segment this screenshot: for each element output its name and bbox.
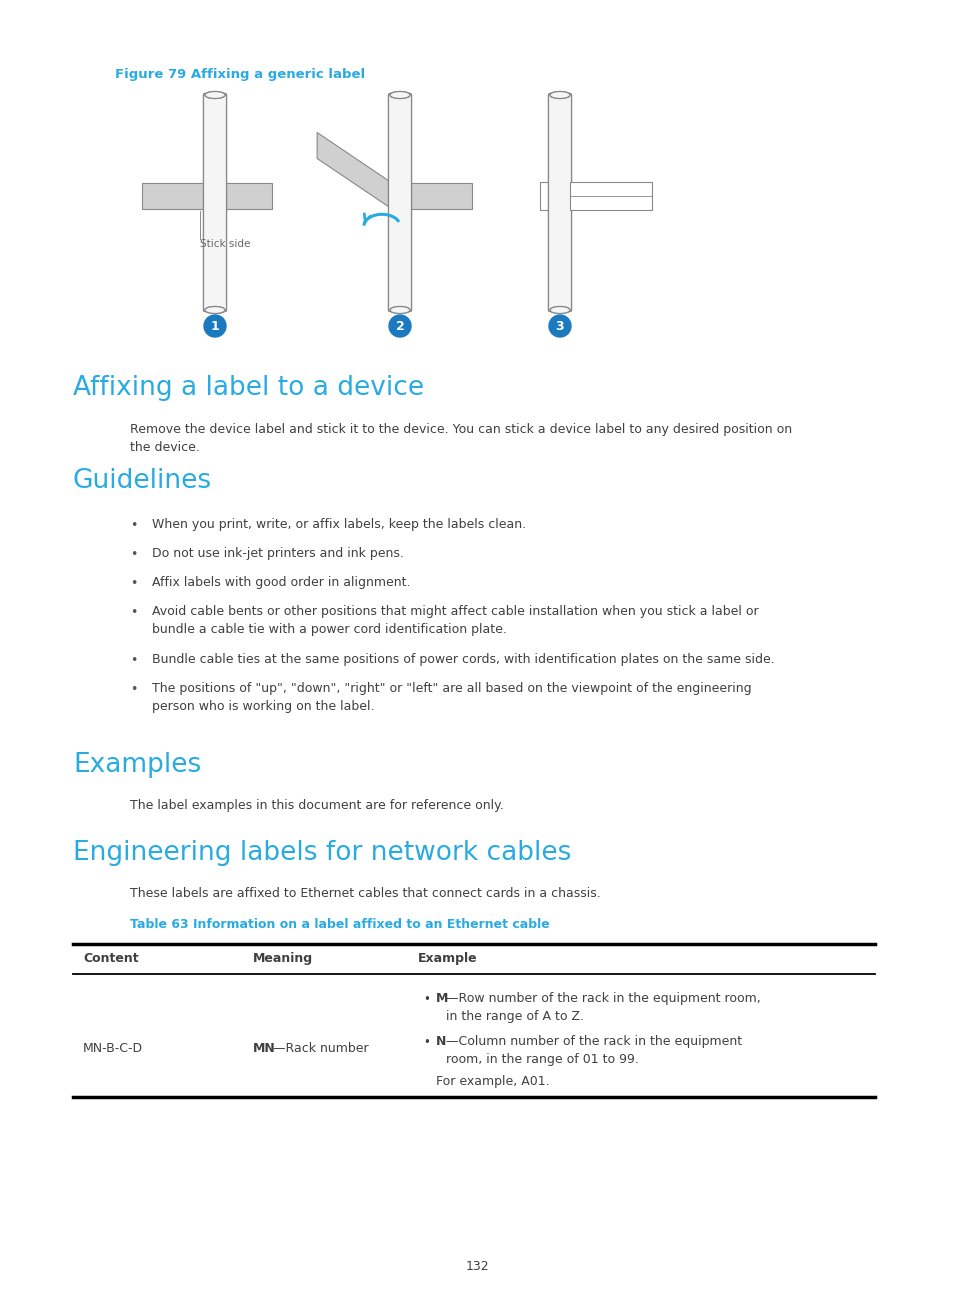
Text: •: • bbox=[130, 577, 137, 590]
Circle shape bbox=[548, 315, 571, 337]
Text: —Row number of the rack in the equipment room,
in the range of A to Z.: —Row number of the rack in the equipment… bbox=[446, 991, 760, 1023]
Text: Bundle cable ties at the same positions of power cords, with identification plat: Bundle cable ties at the same positions … bbox=[152, 653, 774, 666]
Text: Table 63 Information on a label affixed to an Ethernet cable: Table 63 Information on a label affixed … bbox=[130, 918, 549, 931]
Text: 1: 1 bbox=[211, 320, 219, 333]
Circle shape bbox=[204, 315, 226, 337]
Text: •: • bbox=[422, 993, 430, 1006]
Text: Content: Content bbox=[83, 953, 138, 966]
Text: N: N bbox=[436, 1036, 446, 1048]
Ellipse shape bbox=[550, 92, 569, 98]
FancyBboxPatch shape bbox=[203, 93, 226, 311]
FancyBboxPatch shape bbox=[539, 181, 550, 210]
Text: Example: Example bbox=[417, 953, 477, 966]
Ellipse shape bbox=[390, 92, 410, 98]
Ellipse shape bbox=[205, 92, 225, 98]
Text: M: M bbox=[436, 991, 448, 1004]
Text: •: • bbox=[130, 548, 137, 561]
FancyBboxPatch shape bbox=[388, 93, 411, 311]
Text: TO:: TO: bbox=[573, 187, 587, 194]
Text: •: • bbox=[130, 607, 137, 619]
Text: Meaning: Meaning bbox=[253, 953, 313, 966]
Ellipse shape bbox=[390, 306, 410, 314]
Text: •: • bbox=[130, 683, 137, 696]
FancyBboxPatch shape bbox=[388, 93, 411, 311]
Text: Affixing a label to a device: Affixing a label to a device bbox=[73, 375, 424, 400]
Text: Do not use ink-jet printers and ink pens.: Do not use ink-jet printers and ink pens… bbox=[152, 547, 403, 560]
FancyBboxPatch shape bbox=[203, 93, 226, 311]
Ellipse shape bbox=[550, 306, 569, 314]
Circle shape bbox=[389, 315, 411, 337]
Text: The label examples in this document are for reference only.: The label examples in this document are … bbox=[130, 800, 503, 813]
Text: Examples: Examples bbox=[73, 752, 201, 778]
Ellipse shape bbox=[205, 92, 225, 98]
FancyBboxPatch shape bbox=[142, 183, 272, 209]
Text: Figure 79 Affixing a generic label: Figure 79 Affixing a generic label bbox=[115, 67, 365, 80]
Text: B02-03-12-  -: B02-03-12- - bbox=[573, 197, 627, 206]
Text: These labels are affixed to Ethernet cables that connect cards in a chassis.: These labels are affixed to Ethernet cab… bbox=[130, 886, 600, 899]
Text: 3: 3 bbox=[555, 320, 564, 333]
Text: MN: MN bbox=[253, 1042, 275, 1055]
Text: 132: 132 bbox=[465, 1260, 488, 1273]
Ellipse shape bbox=[390, 306, 410, 314]
Text: •: • bbox=[422, 1036, 430, 1048]
Ellipse shape bbox=[550, 306, 569, 314]
FancyBboxPatch shape bbox=[548, 93, 571, 311]
Text: Avoid cable bents or other positions that might affect cable installation when y: Avoid cable bents or other positions tha… bbox=[152, 605, 758, 636]
Text: The positions of "up", "down", "right" or "left" are all based on the viewpoint : The positions of "up", "down", "right" o… bbox=[152, 682, 751, 713]
Text: MN-B-C-D: MN-B-C-D bbox=[83, 1042, 143, 1055]
FancyBboxPatch shape bbox=[569, 181, 651, 210]
Ellipse shape bbox=[205, 306, 225, 314]
Ellipse shape bbox=[390, 92, 410, 98]
FancyBboxPatch shape bbox=[548, 93, 571, 311]
Text: Stick side: Stick side bbox=[200, 238, 250, 249]
Text: —Column number of the rack in the equipment
room, in the range of 01 to 99.: —Column number of the rack in the equipm… bbox=[446, 1036, 741, 1067]
Text: •: • bbox=[130, 518, 137, 531]
FancyBboxPatch shape bbox=[392, 183, 472, 209]
Ellipse shape bbox=[550, 92, 569, 98]
Text: Guidelines: Guidelines bbox=[73, 468, 212, 494]
Text: 2: 2 bbox=[395, 320, 404, 333]
Text: —Rack number: —Rack number bbox=[273, 1042, 368, 1055]
Text: When you print, write, or affix labels, keep the labels clean.: When you print, write, or affix labels, … bbox=[152, 518, 525, 531]
Text: Affix labels with good order in alignment.: Affix labels with good order in alignmen… bbox=[152, 575, 410, 588]
Polygon shape bbox=[316, 132, 392, 209]
Text: Engineering labels for network cables: Engineering labels for network cables bbox=[73, 840, 571, 866]
Ellipse shape bbox=[205, 306, 225, 314]
Text: Remove the device label and stick it to the device. You can stick a device label: Remove the device label and stick it to … bbox=[130, 422, 791, 454]
Text: •: • bbox=[130, 654, 137, 667]
Text: For example, A01.: For example, A01. bbox=[436, 1074, 549, 1089]
